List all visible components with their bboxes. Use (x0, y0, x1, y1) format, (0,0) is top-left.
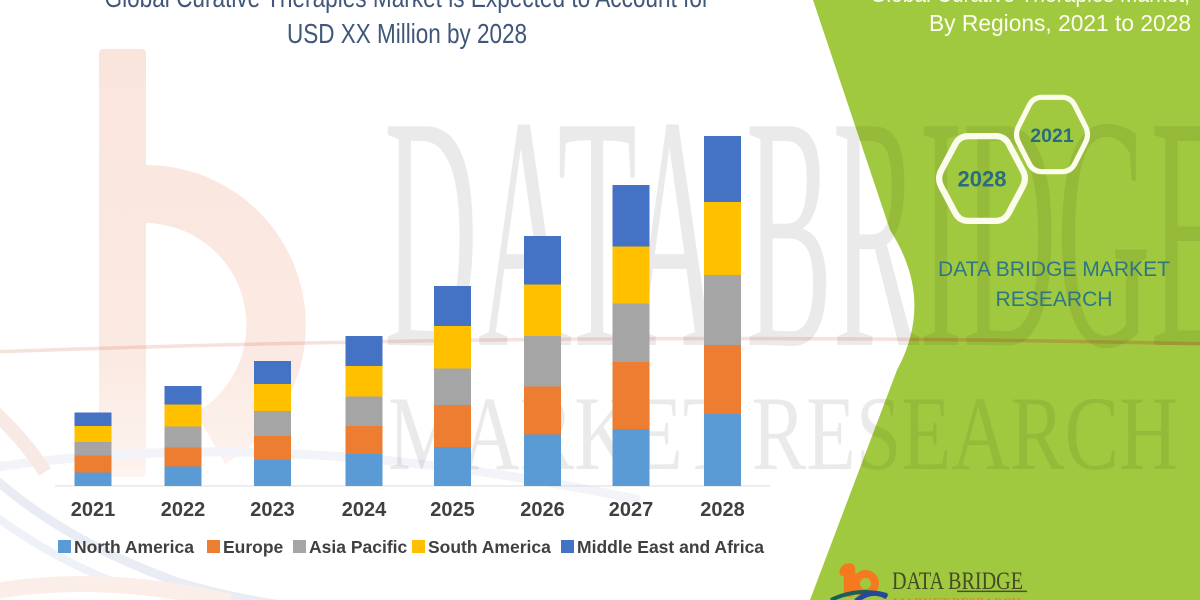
svg-text:DATA BRIDGE: DATA BRIDGE (892, 566, 1023, 595)
svg-text:USD XX Million by 2028: USD XX Million by 2028 (287, 18, 527, 49)
svg-text:Asia Pacific: Asia Pacific (309, 537, 408, 557)
svg-text:South America: South America (428, 537, 551, 557)
svg-text:Global Curative Therapies Mark: Global Curative Therapies Market, (870, 0, 1190, 7)
svg-text:RESEARCH: RESEARCH (996, 287, 1113, 311)
svg-text:Middle East and Africa: Middle East and Africa (577, 537, 764, 557)
svg-text:Global Curative Therapies Mark: Global Curative Therapies Market is Expe… (105, 0, 710, 13)
svg-text:2022: 2022 (161, 499, 206, 521)
svg-text:DATA BRIDGE MARKET: DATA BRIDGE MARKET (938, 257, 1170, 281)
svg-text:2024: 2024 (342, 499, 387, 521)
svg-text:2021: 2021 (1030, 125, 1074, 147)
svg-text:2025: 2025 (430, 499, 475, 521)
svg-text:2028: 2028 (958, 167, 1007, 192)
svg-text:2027: 2027 (609, 499, 654, 521)
svg-text:North America: North America (74, 537, 194, 557)
svg-text:2028: 2028 (700, 499, 745, 521)
svg-text:2023: 2023 (250, 499, 295, 521)
svg-text:MARKET RESEARCH: MARKET RESEARCH (893, 595, 1021, 600)
svg-text:2026: 2026 (520, 499, 565, 521)
svg-text:By Regions, 2021 to 2028: By Regions, 2021 to 2028 (929, 10, 1191, 36)
svg-text:2021: 2021 (71, 499, 116, 521)
svg-text:Europe: Europe (223, 537, 284, 557)
